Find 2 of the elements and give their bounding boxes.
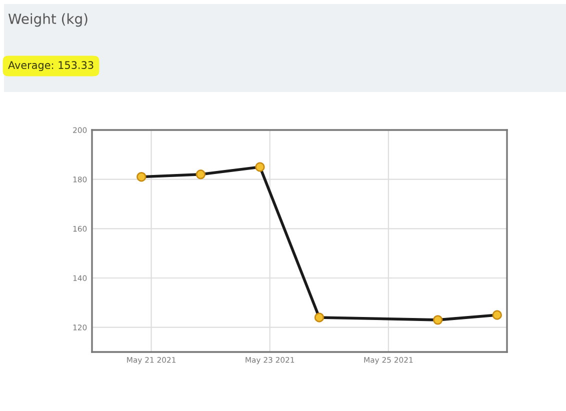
chart-title: Weight (kg) <box>8 13 88 27</box>
text: Average: 153.33 <box>8 61 94 72</box>
